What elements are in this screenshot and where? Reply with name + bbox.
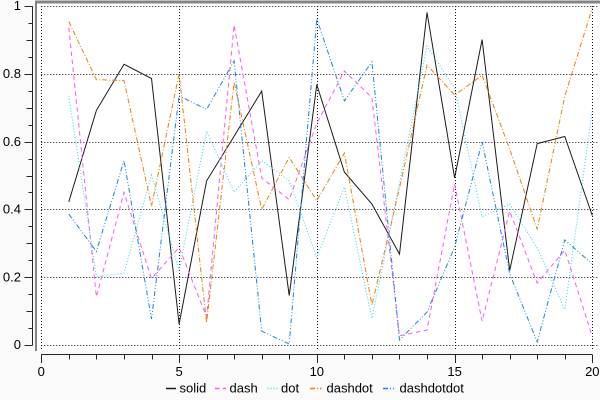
svg-text:15: 15 xyxy=(447,364,461,379)
svg-text:dot: dot xyxy=(281,381,299,396)
svg-text:0.2: 0.2 xyxy=(3,269,21,284)
svg-text:solid: solid xyxy=(180,381,207,396)
svg-text:5: 5 xyxy=(175,364,182,379)
svg-text:1: 1 xyxy=(14,0,21,13)
svg-text:dashdot: dashdot xyxy=(327,381,374,396)
svg-text:20: 20 xyxy=(585,364,599,379)
svg-text:0.4: 0.4 xyxy=(3,202,21,217)
svg-text:dash: dash xyxy=(230,381,258,396)
svg-text:dashdotdot: dashdotdot xyxy=(400,381,465,396)
svg-text:10: 10 xyxy=(310,364,324,379)
svg-text:0: 0 xyxy=(14,337,21,352)
svg-text:0.6: 0.6 xyxy=(3,134,21,149)
svg-text:0.8: 0.8 xyxy=(3,66,21,81)
svg-text:0: 0 xyxy=(38,364,45,379)
